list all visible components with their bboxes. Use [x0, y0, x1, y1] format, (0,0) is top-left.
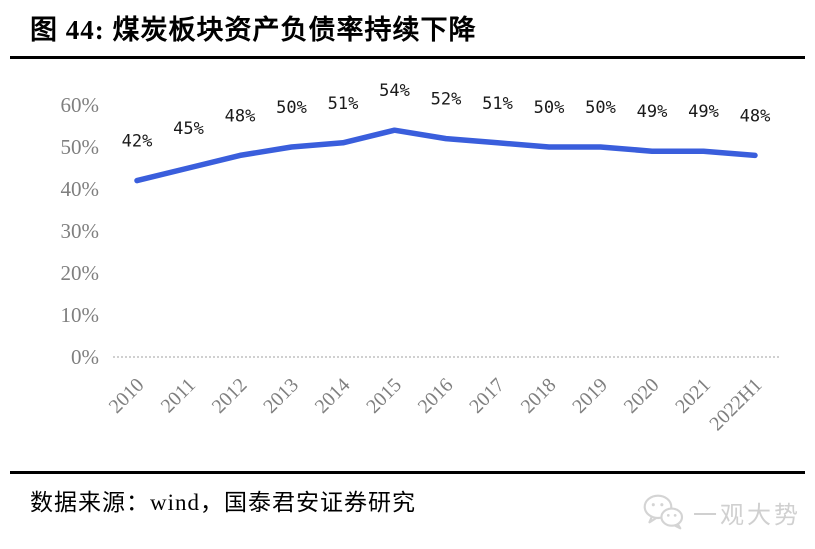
x-tick-label: 2017	[465, 374, 509, 418]
x-tick-label: 2020	[620, 374, 664, 418]
data-label: 52%	[431, 90, 462, 110]
x-tick-label: 2021	[671, 374, 715, 418]
data-label: 54%	[379, 81, 410, 101]
watermark-text: 一观大势	[693, 501, 801, 529]
wechat-icon	[643, 494, 684, 530]
x-tick-label: 2019	[568, 374, 612, 418]
data-label: 50%	[276, 98, 307, 118]
y-tick-label: 20%	[61, 261, 100, 285]
x-tick-label: 2014	[311, 374, 355, 418]
y-tick-label: 10%	[61, 303, 100, 327]
y-tick-label: 60%	[61, 93, 100, 117]
y-tick-label: 0%	[71, 345, 99, 369]
data-label: 48%	[225, 106, 256, 126]
x-tick-label: 2010	[105, 374, 149, 418]
y-tick-label: 50%	[61, 135, 100, 159]
y-tick-label: 40%	[61, 177, 100, 201]
x-tick-label: 2011	[157, 374, 200, 417]
line-chart: 0% 10% 20% 30% 40% 50% 60% 42% 45% 48% 50% 51% 54% 52…	[61, 81, 780, 435]
x-tick-label: 2015	[362, 374, 406, 418]
data-label: 51%	[328, 94, 359, 114]
data-label: 51%	[482, 94, 513, 114]
data-label: 42%	[122, 132, 153, 152]
title-divider	[10, 56, 805, 59]
data-label: 50%	[534, 98, 565, 118]
data-label: 49%	[637, 102, 668, 122]
data-label: 45%	[173, 119, 204, 139]
watermark: 一观大势	[643, 494, 801, 530]
x-tick-label: 2016	[414, 374, 458, 418]
series-line	[134, 127, 758, 184]
data-label: 50%	[585, 98, 616, 118]
footer-divider	[10, 471, 805, 474]
y-tick-label: 30%	[61, 219, 100, 243]
x-tick-label: 2012	[208, 374, 252, 418]
x-tick-label: 2013	[259, 374, 303, 418]
data-source: 数据来源：wind，国泰君安证券研究	[30, 490, 416, 515]
figure-title: 图 44: 煤炭板块资产负债率持续下降	[30, 15, 477, 45]
x-tick-label: 2018	[517, 374, 561, 418]
x-tick-label: 2022H1	[705, 374, 766, 435]
data-label: 48%	[740, 106, 771, 126]
data-label: 49%	[688, 102, 719, 122]
